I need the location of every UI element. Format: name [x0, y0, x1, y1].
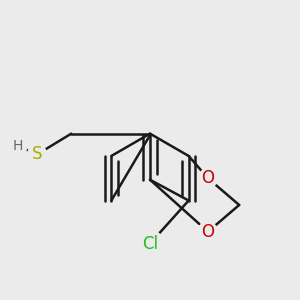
Circle shape: [198, 222, 218, 241]
Text: O: O: [202, 223, 214, 241]
Circle shape: [198, 169, 218, 188]
Text: O: O: [202, 169, 214, 187]
Text: H: H: [13, 139, 23, 152]
Circle shape: [136, 230, 164, 257]
Text: S: S: [32, 146, 42, 164]
Circle shape: [28, 145, 46, 164]
Circle shape: [8, 136, 27, 155]
Text: Cl: Cl: [142, 235, 158, 253]
